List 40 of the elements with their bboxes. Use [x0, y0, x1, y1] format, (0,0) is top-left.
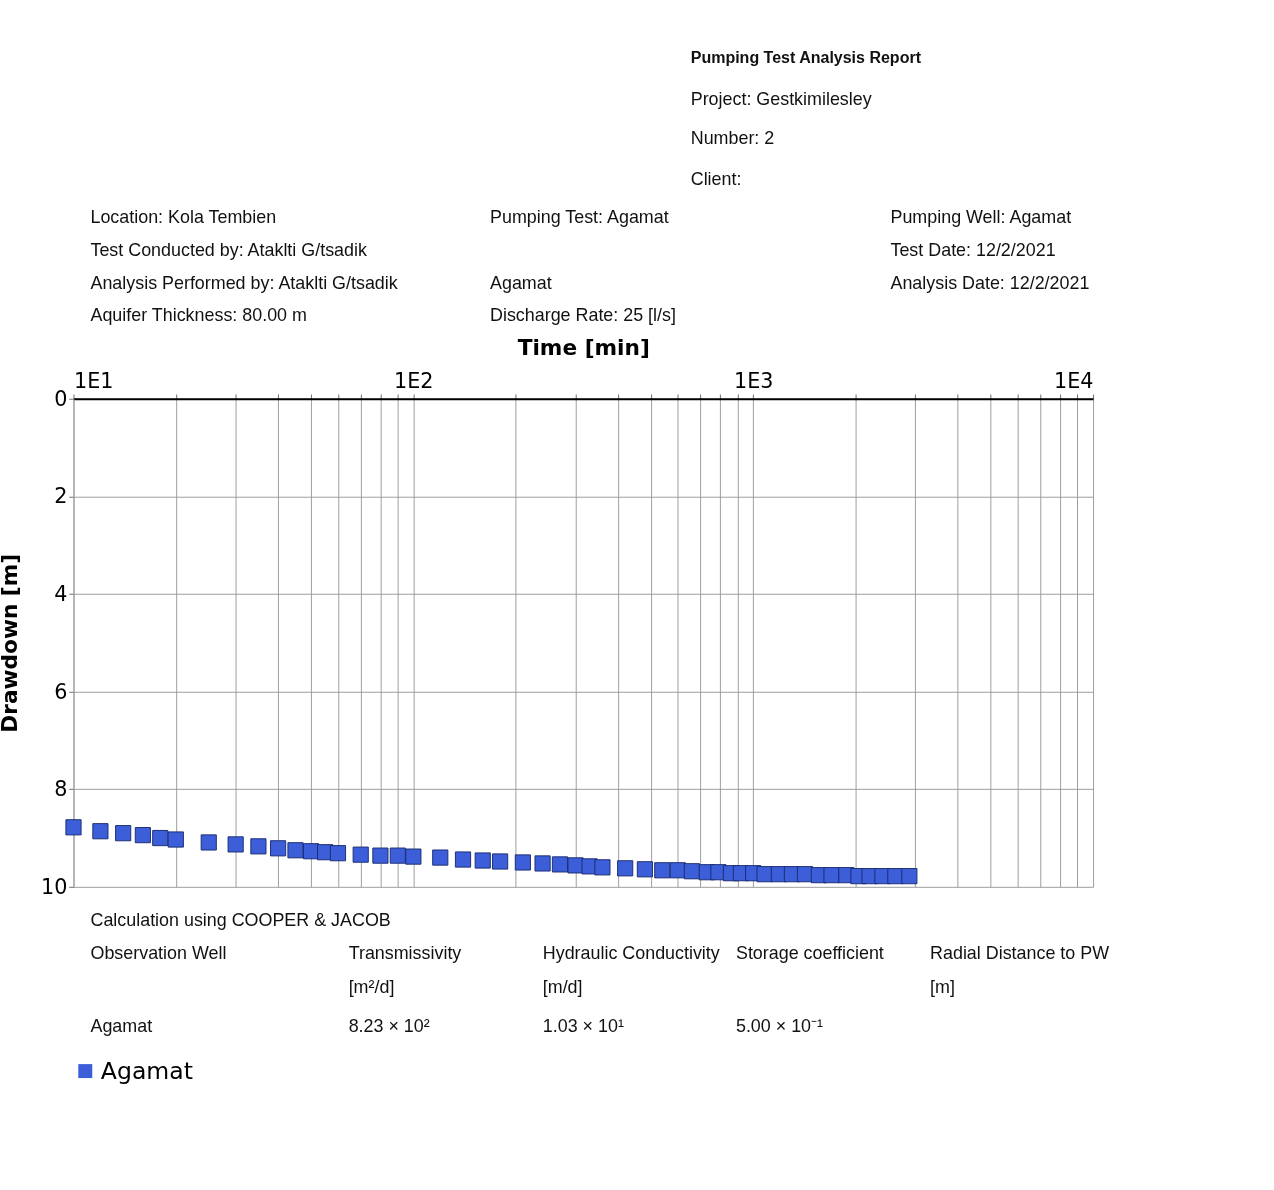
text: Test Conducted by: Ataklti G/tsadik	[90, 239, 367, 260]
text: Test Date: 12/2/2021	[890, 239, 1056, 260]
text: 1.03 × 10¹	[542, 1015, 624, 1036]
text: [m]	[930, 977, 955, 998]
text: Agamat	[90, 1015, 153, 1036]
x-axis-title: Time [min]	[517, 334, 650, 360]
legend-label: Agamat	[100, 1056, 193, 1085]
text: [m²/d]	[348, 977, 395, 998]
text: Hydraulic Conductivity	[542, 943, 720, 964]
text: Discharge Rate: 25 [l/s]	[490, 304, 676, 325]
x-tick-label: 1E4	[1054, 368, 1094, 393]
text: 5.00 × 10⁻¹	[735, 1015, 824, 1036]
text: Radial Distance to PW	[930, 943, 1110, 964]
text: Transmissivity	[348, 943, 462, 964]
text: Storage coefficient	[735, 943, 884, 964]
x-tick-label: 1E1	[73, 368, 114, 393]
y-tick-label: 0	[54, 386, 68, 411]
x-tick-label: 1E2	[394, 368, 434, 393]
text: [m/d]	[542, 977, 583, 998]
y-tick-label: 2	[54, 484, 68, 509]
text: Number: 2	[690, 128, 775, 149]
text: Pumping Test: Agamat	[490, 207, 669, 228]
y-axis-title: Drawdown [m]	[0, 553, 23, 733]
text: Pumping Test Analysis Report	[690, 49, 922, 67]
y-tick-label: 10	[41, 874, 68, 899]
y-tick-label: 4	[54, 582, 68, 607]
text: Location: Kola Tembien	[90, 207, 277, 228]
y-tick-label: 8	[54, 777, 68, 802]
text: Aquifer Thickness: 80.00 m	[90, 304, 307, 325]
text: Agamat	[490, 272, 552, 293]
text: Analysis Performed by: Ataklti G/tsadik	[90, 272, 398, 293]
y-tick-label: 6	[54, 679, 68, 704]
text: Analysis Date: 12/2/2021	[890, 272, 1090, 293]
text: Calculation using COOPER & JACOB	[90, 909, 391, 930]
x-tick-label: 1E3	[733, 368, 774, 393]
text: Project: Gestkimilesley	[690, 88, 872, 109]
text: Observation Well	[90, 943, 227, 964]
text: 8.23 × 10²	[348, 1015, 430, 1036]
text: Pumping Well: Agamat	[890, 207, 1072, 228]
text: Client:	[690, 168, 742, 189]
